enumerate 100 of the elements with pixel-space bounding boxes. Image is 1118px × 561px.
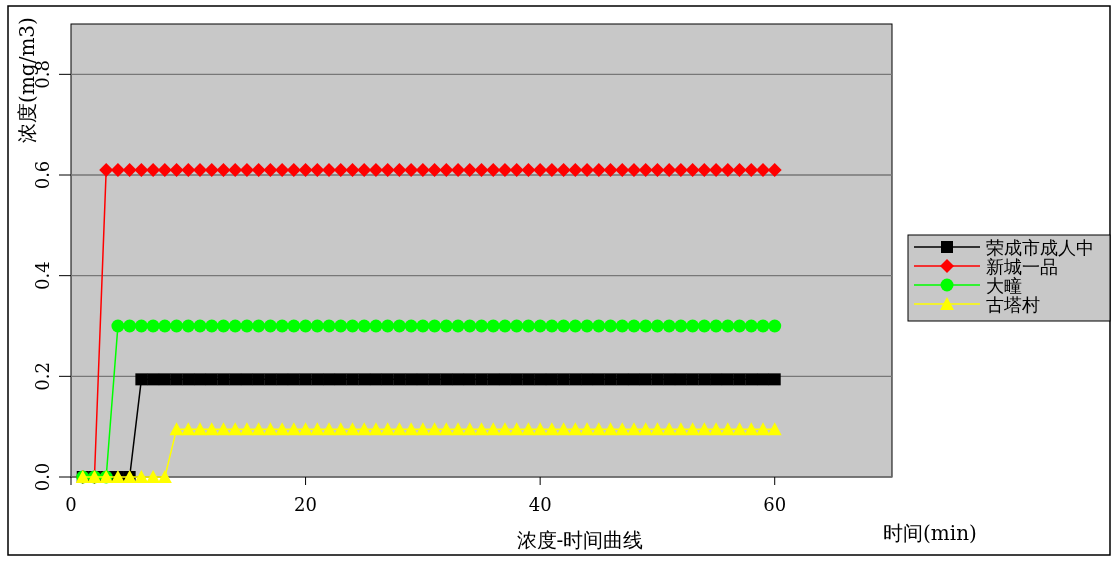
point xyxy=(147,373,160,386)
point xyxy=(755,162,770,177)
legend-label: 古塔村 xyxy=(986,294,1040,315)
point xyxy=(638,162,653,177)
point xyxy=(509,422,524,436)
point xyxy=(474,162,489,177)
point xyxy=(263,162,278,177)
point xyxy=(697,319,711,333)
point xyxy=(462,422,477,436)
point xyxy=(169,162,184,177)
point xyxy=(310,162,325,177)
point xyxy=(158,319,172,333)
point xyxy=(357,319,371,333)
point xyxy=(427,162,442,177)
point xyxy=(276,373,289,386)
point xyxy=(463,319,477,333)
y-tick-label: 0.0 xyxy=(32,462,53,492)
point xyxy=(638,422,653,436)
point xyxy=(709,319,723,333)
point xyxy=(662,422,677,436)
point xyxy=(345,319,359,333)
point xyxy=(732,422,747,436)
point xyxy=(193,162,208,177)
point xyxy=(358,373,371,386)
y-tick-label: 0.2 xyxy=(32,362,53,391)
point xyxy=(674,319,688,333)
point xyxy=(287,373,300,386)
point xyxy=(123,319,137,333)
point xyxy=(615,422,630,436)
point xyxy=(744,422,759,436)
point xyxy=(239,422,254,436)
point xyxy=(451,162,466,177)
point xyxy=(556,162,571,177)
x-tick-label: 60 xyxy=(763,494,787,515)
point xyxy=(182,373,195,386)
point xyxy=(322,162,337,177)
point xyxy=(404,162,419,177)
point xyxy=(216,162,231,177)
point xyxy=(405,373,418,386)
point xyxy=(357,422,372,436)
legend-label: 荣成市成人中 xyxy=(986,237,1094,258)
point xyxy=(545,319,559,333)
point xyxy=(170,373,183,386)
point xyxy=(216,422,231,436)
point xyxy=(264,373,277,386)
point xyxy=(486,162,501,177)
point xyxy=(181,422,196,436)
point xyxy=(686,319,700,333)
point xyxy=(533,422,548,436)
point xyxy=(569,373,582,386)
point xyxy=(111,319,125,333)
point xyxy=(533,319,547,333)
point xyxy=(439,422,454,436)
point xyxy=(310,422,325,436)
point xyxy=(451,319,465,333)
point xyxy=(685,422,700,436)
point xyxy=(626,422,641,436)
point xyxy=(181,319,195,333)
point xyxy=(626,162,641,177)
point xyxy=(755,422,770,436)
point xyxy=(497,162,512,177)
point xyxy=(381,373,394,386)
point xyxy=(298,422,313,436)
point xyxy=(392,162,407,177)
point xyxy=(216,319,230,333)
point xyxy=(744,162,759,177)
point xyxy=(239,162,254,177)
point xyxy=(591,422,606,436)
point xyxy=(510,319,524,333)
point xyxy=(744,319,758,333)
point xyxy=(604,373,617,386)
point xyxy=(346,373,359,386)
point xyxy=(650,162,665,177)
point xyxy=(146,162,161,177)
point xyxy=(380,162,395,177)
point xyxy=(416,373,429,386)
x-tick-label: 0 xyxy=(65,494,77,515)
point xyxy=(193,319,207,333)
point xyxy=(334,319,348,333)
point xyxy=(487,373,500,386)
point xyxy=(720,422,735,436)
point xyxy=(451,422,466,436)
point xyxy=(228,422,243,436)
point xyxy=(228,319,242,333)
point xyxy=(345,422,360,436)
point xyxy=(404,422,419,436)
point xyxy=(252,319,266,333)
point xyxy=(615,162,630,177)
point xyxy=(427,422,442,436)
text: 浓度-时间曲线 xyxy=(516,528,644,552)
point xyxy=(521,319,535,333)
point xyxy=(263,422,278,436)
point xyxy=(439,162,454,177)
point xyxy=(663,373,676,386)
point xyxy=(345,162,360,177)
point xyxy=(475,373,488,386)
point xyxy=(639,319,653,333)
point xyxy=(580,319,594,333)
point xyxy=(497,422,512,436)
point xyxy=(756,319,770,333)
